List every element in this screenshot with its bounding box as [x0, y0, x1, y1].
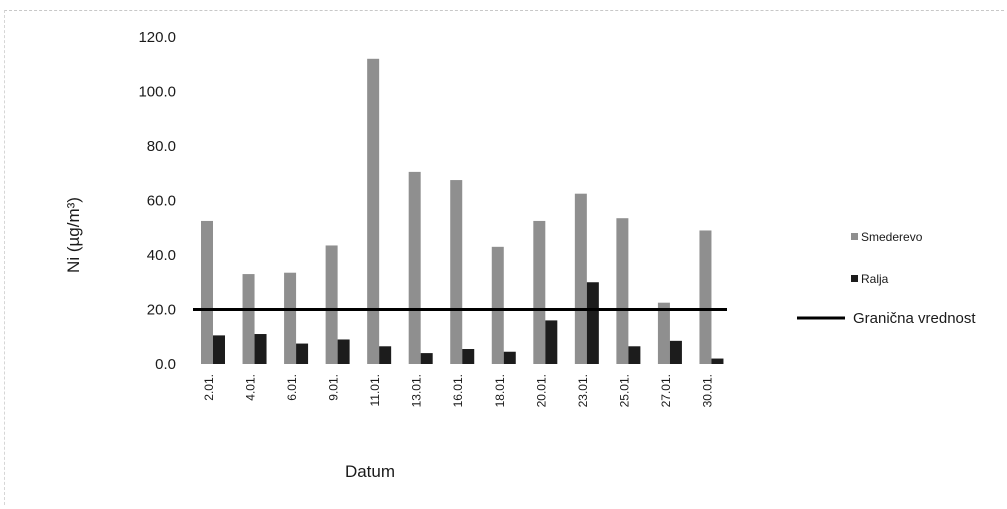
- bar-ralja-23-01: [586, 282, 599, 364]
- bar-ralja-18-01: [503, 351, 516, 364]
- legend-label-granicna-vrednost: Granična vrednost: [853, 310, 976, 327]
- bar-smederevo-11-01: [367, 58, 380, 365]
- bar-smederevo-6-01: [284, 272, 297, 364]
- x-tick-label: 11.01.: [368, 374, 382, 406]
- x-tick-label: 6.01.: [285, 374, 299, 401]
- x-tick-label: 16.01.: [451, 374, 465, 407]
- y-axis-title: Ni (µg/m³): [64, 197, 83, 273]
- legend: Smederevo Ralja Granična vrednost: [797, 230, 976, 327]
- bar-ralja-2-01: [213, 335, 225, 364]
- bar-ralja-4-01: [254, 334, 267, 364]
- x-tick-label: 27.01.: [659, 374, 673, 407]
- y-tick-label: 60.0: [147, 193, 176, 210]
- x-tick-label: 23.01.: [576, 374, 590, 407]
- y-tick-label: 120.0: [138, 29, 176, 46]
- bar-smederevo-2-01: [201, 220, 213, 364]
- legend-swatch-smederevo: [851, 233, 858, 240]
- bar-ralja-16-01: [462, 349, 475, 364]
- bar-smederevo-25-01: [616, 218, 629, 364]
- bar-ralja-9-01: [337, 339, 350, 364]
- bar-smederevo-30-01: [699, 230, 712, 364]
- bar-ralja-20-01: [545, 320, 558, 364]
- bar-ralja-30-01: [711, 358, 724, 364]
- legend-label-smederevo: Smederevo: [861, 230, 923, 244]
- x-tick-label: 4.01.: [244, 374, 258, 401]
- y-tick-label: 80.0: [147, 138, 176, 155]
- x-tick-label: 18.01.: [493, 374, 507, 407]
- bar-smederevo-18-01: [491, 246, 504, 364]
- legend-swatch-ralja: [851, 275, 858, 282]
- x-tick-label: 20.01.: [534, 374, 548, 407]
- bar-ralja-25-01: [628, 346, 641, 364]
- bars: [201, 58, 724, 365]
- x-tick-label: 30.01.: [700, 374, 714, 407]
- bar-ralja-6-01: [296, 343, 309, 364]
- bar-smederevo-13-01: [408, 171, 421, 364]
- y-axis-ticks: 0.0 20.0 40.0 60.0 80.0 100.0 120.0: [138, 29, 176, 373]
- x-tick-label: 25.01.: [617, 374, 631, 407]
- y-tick-label: 20.0: [147, 302, 176, 319]
- bar-smederevo-23-01: [574, 193, 587, 364]
- x-axis-ticks: 2.01. 4.01. 6.01. 9.01. 11.01. 13.01. 16.01. 18…: [202, 374, 714, 407]
- x-tick-label: 2.01.: [202, 374, 216, 401]
- bar-ralja-13-01: [420, 353, 433, 364]
- legend-label-ralja: Ralja: [861, 272, 889, 286]
- x-tick-label: 9.01.: [327, 374, 341, 401]
- bar-ralja-11-01: [379, 346, 392, 364]
- y-tick-label: 0.0: [155, 356, 176, 373]
- bar-smederevo-20-01: [533, 220, 546, 364]
- bar-smederevo-4-01: [242, 274, 255, 364]
- y-tick-label: 100.0: [138, 84, 176, 101]
- bar-smederevo-16-01: [450, 180, 463, 364]
- x-tick-label: 13.01.: [410, 374, 424, 407]
- y-tick-label: 40.0: [147, 247, 176, 264]
- x-axis-title: Datum: [345, 462, 395, 481]
- chart-frame: [4, 10, 1004, 505]
- bar-smederevo-27-01: [657, 302, 670, 364]
- bar-smederevo-9-01: [325, 245, 338, 364]
- bar-ralja-27-01: [669, 340, 682, 364]
